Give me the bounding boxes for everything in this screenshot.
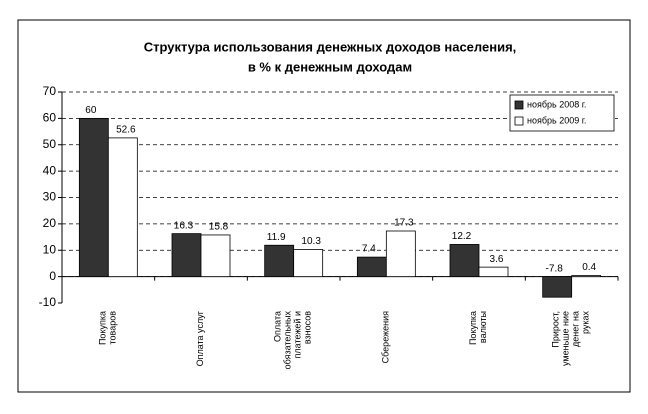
x-tick-label-line: взносов <box>303 311 313 344</box>
bar <box>385 230 416 278</box>
y-tick-label: 60 <box>43 111 57 125</box>
bar <box>171 233 202 278</box>
y-tick-label: 0 <box>49 269 56 283</box>
value-label: 11.9 <box>267 232 286 243</box>
x-tick-label: Покупкавалюты <box>468 311 488 345</box>
x-tick-label-line: уменьше ние <box>561 311 571 366</box>
value-label: 17.3 <box>394 218 414 229</box>
bar <box>449 244 480 278</box>
x-tick-label-line: валюты <box>478 311 488 343</box>
legend-label: ноябрь 2009 г. <box>527 115 586 125</box>
x-tick-label-line: руках <box>581 311 591 335</box>
value-label: 12.2 <box>452 231 472 242</box>
x-tick-label: Оплатаобязательныхплатежей ивзносов <box>273 311 313 370</box>
legend-box <box>509 94 615 132</box>
y-tick-label: 70 <box>43 84 57 98</box>
x-tick-label-line: Оплата услуг <box>195 310 205 366</box>
y-tick-label: -10 <box>39 295 57 309</box>
value-label: 7.4 <box>362 244 376 255</box>
x-tick-label: Прирост,уменьше ниеденег наруках <box>551 311 591 366</box>
value-label: 16.3 <box>174 220 194 231</box>
bar <box>571 275 602 278</box>
x-tick-label-line: Прирост, <box>551 311 561 348</box>
value-label: -7.8 <box>546 263 564 274</box>
x-tick-label-line: Сбережения <box>381 311 391 363</box>
chart-title: в % к денежным доходам <box>248 59 412 74</box>
value-label: 0.4 <box>582 262 596 273</box>
y-tick-label: 20 <box>43 216 57 230</box>
value-label: 3.6 <box>490 254 504 265</box>
x-tick-label: Покупкатоваров <box>98 311 118 345</box>
y-tick-label: 10 <box>43 242 57 256</box>
bar <box>200 234 231 278</box>
x-tick-label: Сбережения <box>381 311 391 363</box>
value-label: 10.3 <box>301 236 321 247</box>
legend-swatch <box>514 100 524 110</box>
value-label: 15.8 <box>209 222 229 233</box>
bar <box>478 266 509 278</box>
chart-title: Структура использования денежных доходов… <box>144 39 517 54</box>
y-tick-label: 50 <box>43 137 57 151</box>
x-tick-label-line: Покупка <box>98 311 108 345</box>
x-tick-label: Оплата услуг <box>195 310 205 366</box>
x-tick-label-line: Оплата <box>273 311 283 342</box>
y-tick-label: 40 <box>43 163 57 177</box>
x-tick-label-line: товаров <box>108 311 118 345</box>
legend-label: ноябрь 2008 г. <box>527 99 586 109</box>
value-label: 52.6 <box>116 125 136 136</box>
x-tick-label-line: денег на <box>571 311 581 347</box>
x-tick-label-line: Покупка <box>468 311 478 345</box>
x-tick-label-line: платежей и <box>293 311 303 358</box>
y-tick-label: 30 <box>43 190 57 204</box>
x-tick-label-line: обязательных <box>283 311 293 370</box>
bar <box>356 256 387 278</box>
legend-swatch <box>514 116 524 126</box>
bar <box>293 249 324 278</box>
bar <box>107 137 138 278</box>
bar <box>542 276 573 298</box>
bar <box>78 117 109 278</box>
value-label: 60 <box>85 105 97 116</box>
bar <box>264 244 295 278</box>
